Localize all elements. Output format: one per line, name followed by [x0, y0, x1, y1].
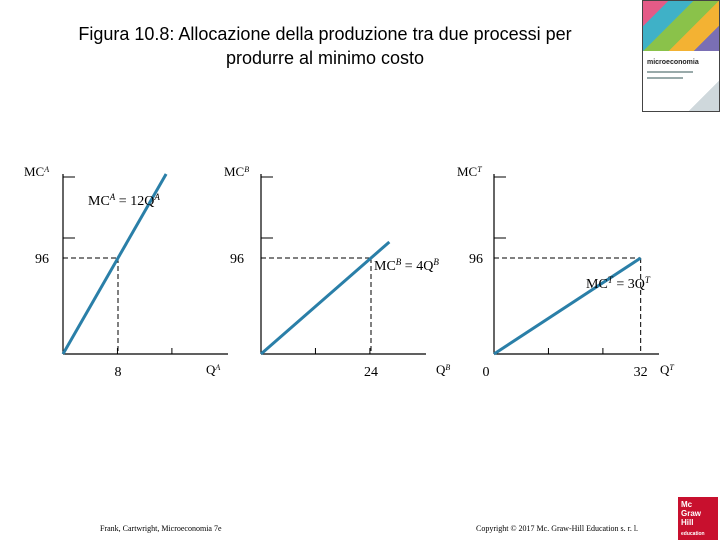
x-axis-label: QA	[206, 362, 220, 377]
title-line-1: Figura 10.8: Allocazione della produzion…	[78, 24, 572, 44]
equation-label: MCA = 12QA	[88, 192, 160, 209]
y-tick-label: 96	[469, 252, 483, 267]
equation-label: MCB = 4QB	[374, 257, 439, 274]
x-tick-label: 8	[115, 365, 122, 380]
footer-copyright: Copyright © 2017 Mc. Graw-Hill Education…	[476, 524, 639, 533]
cover-mosaic	[643, 1, 719, 51]
x-axis-label: QB	[436, 362, 450, 377]
mc-curve	[493, 256, 642, 356]
y-axis-label: MCA	[24, 164, 49, 179]
x-axis-label: QT	[660, 362, 674, 377]
x-tick-label: 24	[364, 365, 378, 380]
y-tick-label: 96	[230, 252, 244, 267]
panel-a: MCA QA MCA = 12QA 96 8	[24, 164, 228, 380]
mc-curve	[260, 240, 391, 356]
equation-label: MCT = 3QT	[586, 275, 651, 292]
footer-citation: Frank, Cartwright, Microeconomia 7e	[100, 524, 222, 533]
slide-title: Figura 10.8: Allocazione della produzion…	[0, 22, 650, 70]
y-axis-label: MCB	[224, 164, 249, 179]
y-axis-label: MCT	[457, 164, 482, 179]
x-tick-label: 32	[634, 365, 648, 380]
book-cover-image: microeconomia	[642, 0, 720, 112]
title-line-2: produrre al minimo costo	[225, 48, 425, 68]
y-tick-label: 96	[35, 252, 49, 267]
origin-label: 0	[483, 365, 490, 380]
panel-b: MCB QB MCB = 4QB 96 24	[224, 164, 450, 380]
panel-t: MCT QT MCT = 3QT 96 32 0	[457, 164, 674, 380]
mc-curve	[61, 173, 168, 355]
cover-title: microeconomia	[647, 59, 699, 66]
mcgraw-hill-logo: Mc Graw Hill education	[678, 497, 718, 540]
